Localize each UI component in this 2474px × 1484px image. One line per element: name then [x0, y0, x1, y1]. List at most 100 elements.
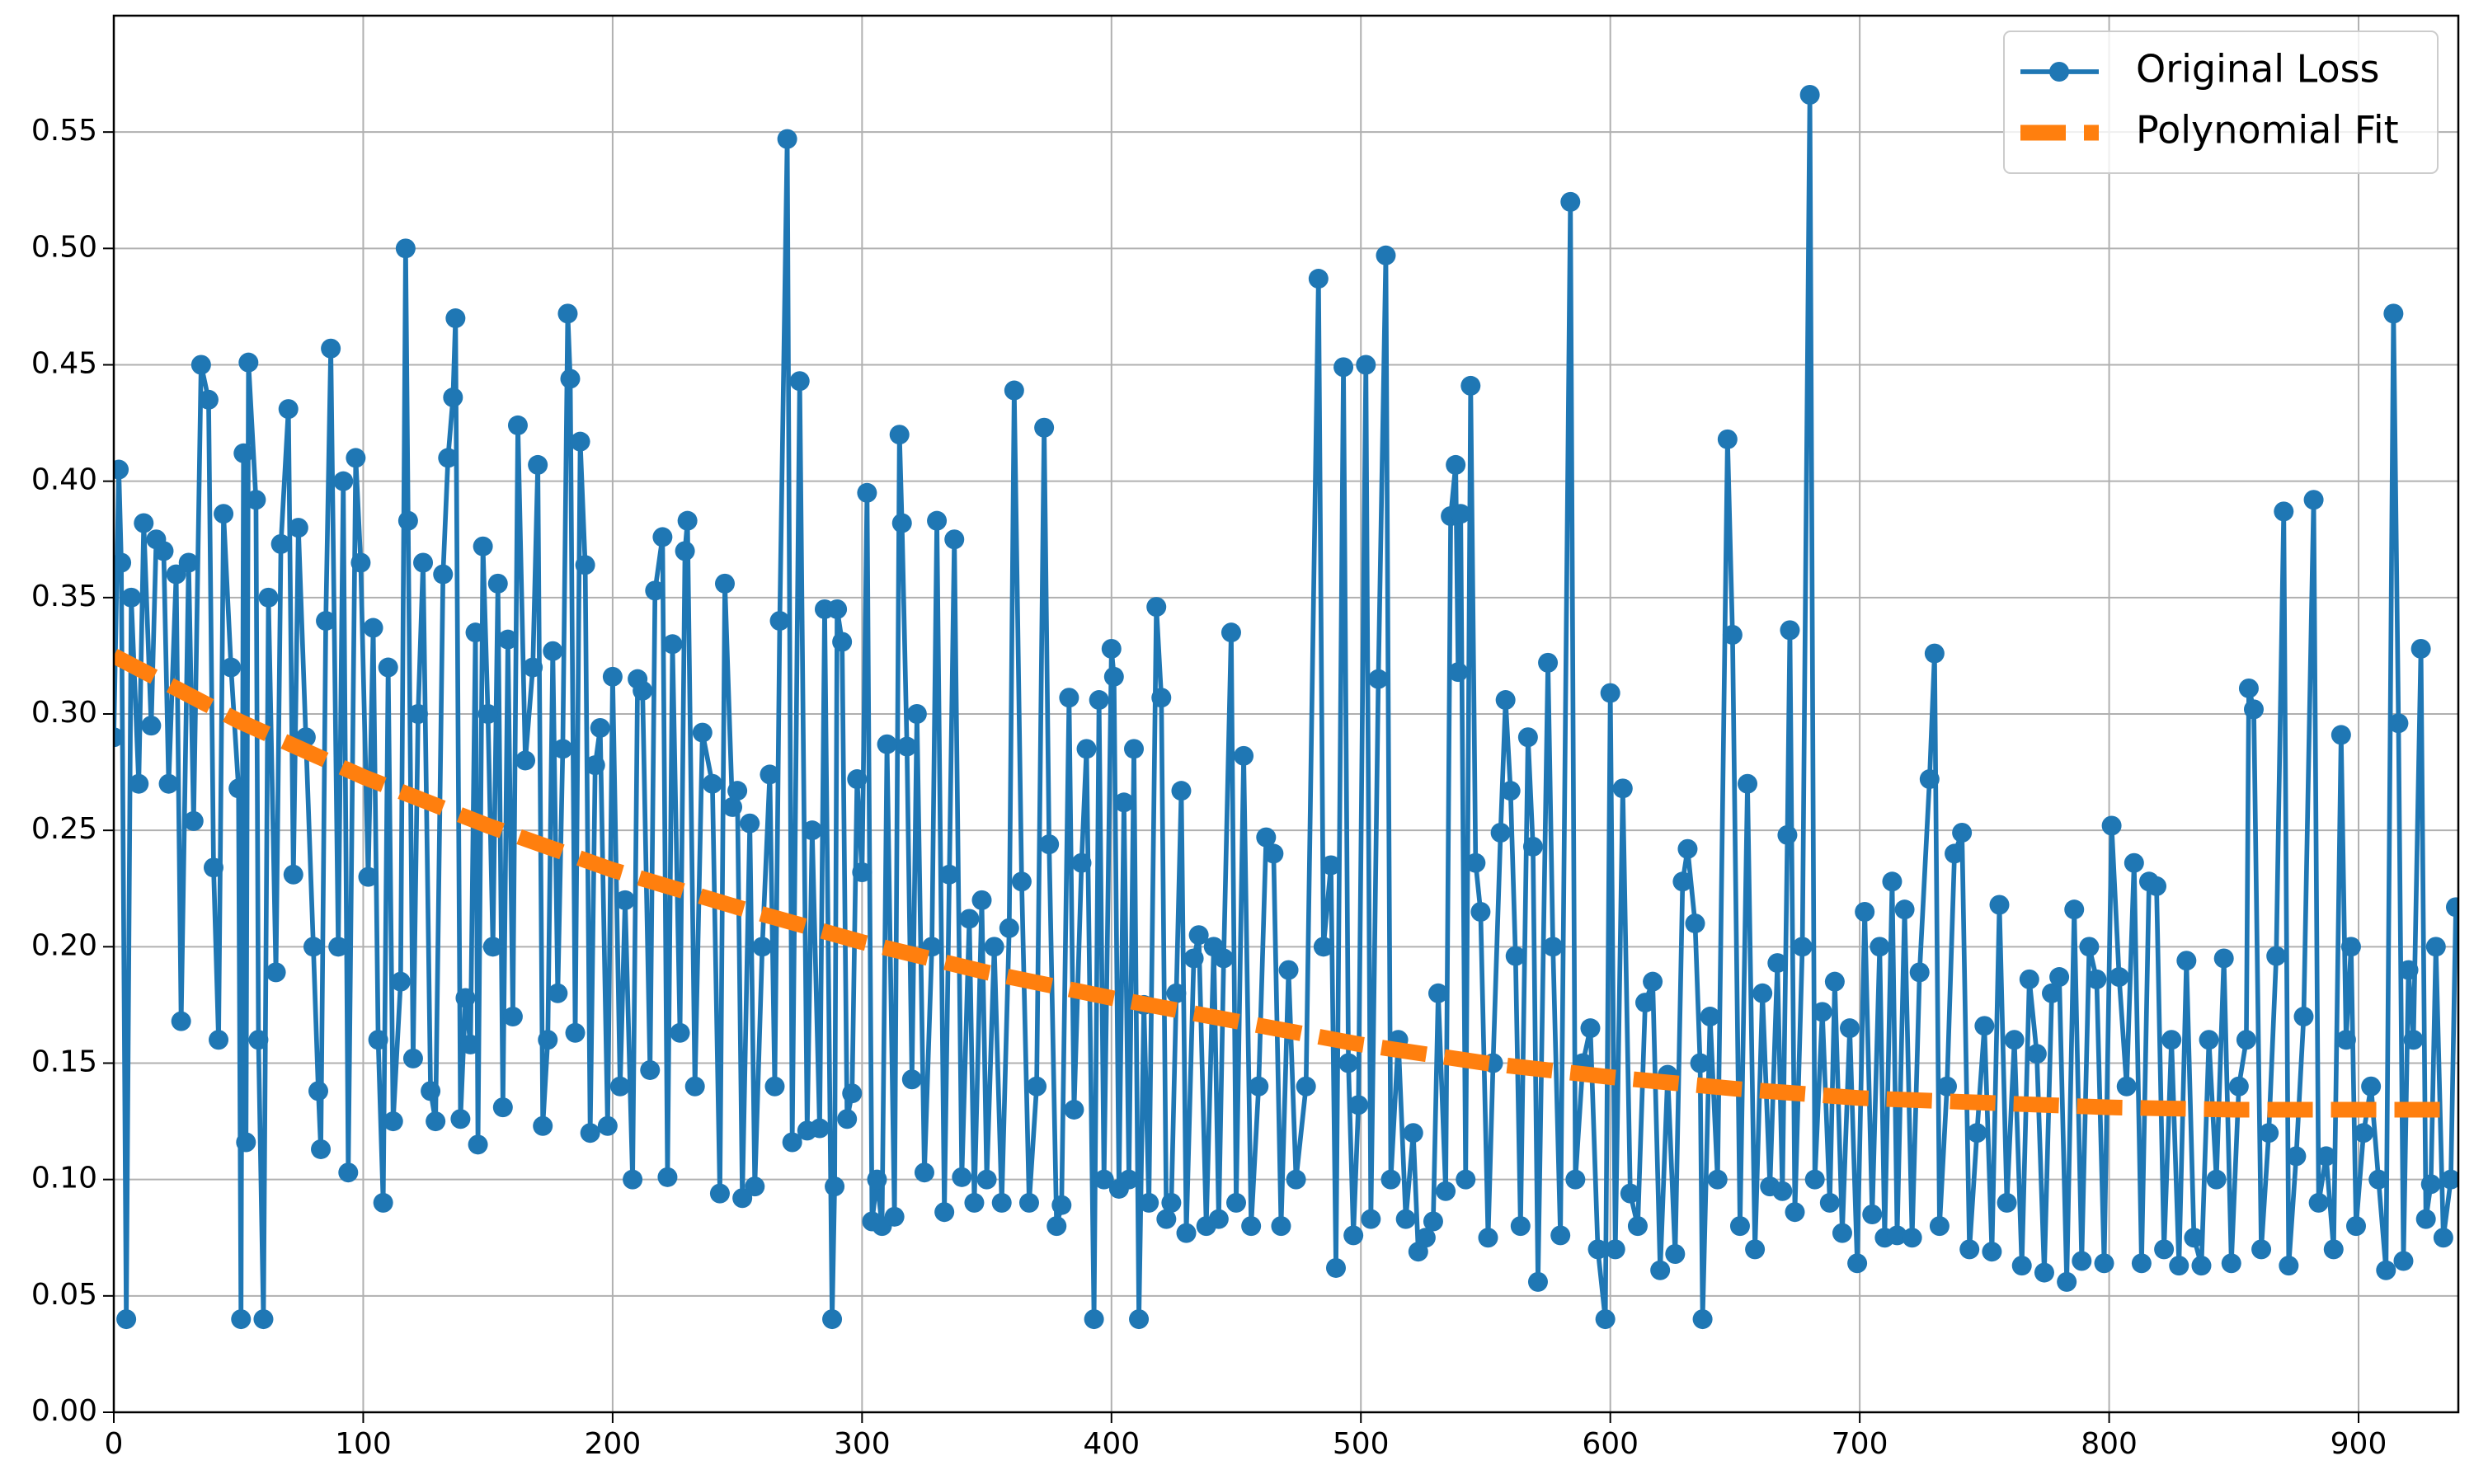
data-point: [2154, 1239, 2175, 1260]
data-point: [1600, 683, 1620, 703]
data-point: [1862, 1205, 1883, 1225]
data-point: [1241, 1216, 1262, 1237]
data-point: [198, 389, 219, 410]
data-point: [1952, 822, 1973, 843]
data-point: [443, 387, 463, 408]
data-point: [1089, 690, 1109, 711]
data-point: [789, 371, 810, 392]
data-point: [1176, 1223, 1197, 1243]
data-point: [1982, 1242, 2002, 1262]
data-point: [1151, 688, 1172, 708]
data-point: [1101, 638, 1122, 659]
data-point: [1027, 1076, 1047, 1097]
data-point: [1650, 1260, 1671, 1280]
data-point: [896, 736, 917, 757]
data-point: [2335, 1030, 2356, 1050]
data-point: [984, 937, 1004, 957]
data-point: [914, 1162, 934, 1183]
data-point: [842, 1083, 863, 1104]
data-point: [901, 1069, 922, 1090]
data-point: [2042, 983, 2062, 1003]
data-point: [2184, 1228, 2204, 1248]
data-point: [460, 1034, 481, 1054]
x-tick-label: 500: [1333, 1427, 1390, 1461]
data-point: [2286, 1146, 2307, 1167]
data-point: [2388, 713, 2409, 734]
data-point: [497, 629, 518, 650]
x-tick-label: 0: [105, 1427, 124, 1461]
data-point: [2425, 937, 2446, 957]
data-point: [1665, 1244, 1686, 1265]
data-point: [1605, 1239, 1625, 1260]
data-point: [760, 764, 780, 785]
data-point: [538, 1030, 558, 1050]
data-point: [1643, 971, 1663, 992]
data-point: [1446, 454, 1466, 475]
data-point: [1785, 1202, 1805, 1223]
data-point: [1188, 925, 1209, 946]
data-point: [1146, 597, 1167, 618]
data-point: [390, 971, 411, 992]
data-point: [321, 338, 341, 359]
data-point: [1361, 1209, 1381, 1229]
data-point: [999, 918, 1019, 938]
data-point: [1118, 1169, 1139, 1190]
data-point: [2293, 1007, 2314, 1027]
data-point: [2147, 876, 2167, 896]
data-point: [2064, 899, 2085, 920]
data-point: [1847, 1253, 1868, 1274]
data-point: [1690, 1053, 1710, 1073]
data-point: [1627, 1216, 1648, 1237]
data-point: [433, 564, 454, 585]
data-point: [1460, 375, 1481, 396]
data-point: [1208, 1209, 1229, 1229]
data-point: [1804, 1169, 1825, 1190]
data-point: [2345, 1216, 2366, 1237]
y-tick-label: 0.45: [31, 347, 97, 381]
data-point: [2236, 1030, 2256, 1050]
data-point: [1745, 1239, 1766, 1260]
data-point: [2176, 951, 2197, 971]
data-point: [311, 1139, 332, 1159]
data-point: [1729, 1216, 1750, 1237]
data-point: [455, 988, 476, 1008]
data-point: [1333, 357, 1354, 378]
series-line: [114, 648, 2458, 1118]
data-point: [1819, 1192, 1840, 1213]
data-point: [1271, 1216, 1291, 1237]
data-point: [350, 552, 371, 573]
data-point: [2411, 638, 2431, 659]
data-point: [1919, 769, 1940, 790]
data-point: [560, 369, 581, 389]
data-point: [1166, 983, 1187, 1003]
data-point: [722, 796, 743, 817]
ticks: 0 100 200 300 400 500 600 700 800 900 0.00 0.05 0.10…: [31, 114, 2387, 1461]
data-point: [1368, 669, 1389, 689]
data-point: [585, 755, 605, 776]
x-tick-label: 800: [2081, 1427, 2138, 1461]
data-point: [158, 773, 179, 794]
data-point: [482, 937, 503, 957]
data-point: [473, 536, 493, 556]
data-point: [952, 1167, 972, 1187]
data-point: [684, 1076, 705, 1097]
legend-box: [2003, 31, 2439, 174]
data-point: [523, 657, 543, 678]
data-point: [1677, 838, 1698, 859]
data-point: [171, 1011, 191, 1031]
data-point: [2279, 1256, 2299, 1276]
data-point: [745, 1176, 765, 1197]
data-point: [2034, 1262, 2054, 1283]
data-point: [236, 1132, 256, 1153]
data-point: [1752, 983, 1773, 1003]
data-point: [397, 510, 418, 531]
data-point: [1894, 899, 1915, 920]
data-point: [1517, 727, 1538, 748]
data-point: [677, 510, 698, 531]
data-point: [153, 541, 174, 561]
data-point: [1034, 417, 1055, 438]
data-point: [557, 303, 578, 324]
data-point: [209, 1030, 229, 1050]
data-point: [1415, 1228, 1436, 1248]
x-tick-label: 700: [1832, 1427, 1888, 1461]
